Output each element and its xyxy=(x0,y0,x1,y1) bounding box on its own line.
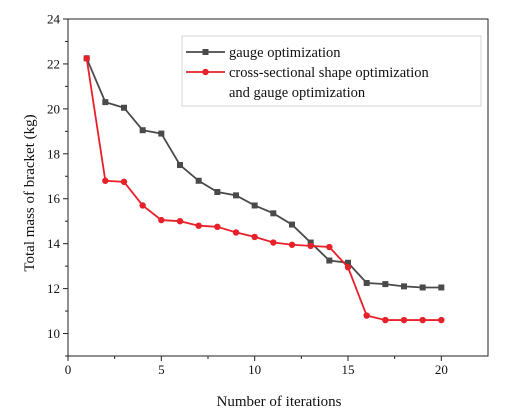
data-point xyxy=(121,104,127,111)
legend-box xyxy=(181,35,482,107)
data-point xyxy=(288,241,296,248)
data-point xyxy=(214,223,221,231)
data-point xyxy=(214,188,221,195)
data-point xyxy=(139,202,146,209)
series-2 xyxy=(83,55,445,324)
data-point xyxy=(382,316,389,324)
y-tick-label: 14 xyxy=(47,236,61,251)
data-point xyxy=(419,316,426,324)
x-axis-label: Number of iterations xyxy=(217,394,342,410)
data-point xyxy=(326,243,333,251)
plot-frame xyxy=(67,18,489,357)
x-tick-label: 0 xyxy=(65,362,72,377)
data-point xyxy=(438,284,445,291)
data-point xyxy=(195,177,202,184)
data-point xyxy=(120,178,128,186)
x-tick-label: 10 xyxy=(248,362,261,377)
data-point xyxy=(102,177,109,184)
data-point xyxy=(195,222,202,229)
data-point xyxy=(251,202,258,209)
data-point xyxy=(307,239,314,246)
legend-label: gauge optimization xyxy=(229,45,341,61)
y-tick-label: 24 xyxy=(47,12,61,27)
data-point xyxy=(307,242,314,250)
y-axis-label: Total mass of bracket (kg) xyxy=(22,114,38,271)
data-point xyxy=(326,257,333,264)
legend-item-2: cross-sectional shape optimization and ga… xyxy=(186,65,429,101)
x-tick-label: 5 xyxy=(158,362,165,377)
y-tick-label: 22 xyxy=(47,56,60,71)
data-point xyxy=(102,99,109,106)
data-point xyxy=(270,239,277,246)
legend-item-1: gauge optimization xyxy=(186,45,341,61)
data-point xyxy=(251,233,258,241)
data-point xyxy=(158,130,165,137)
legend-marker xyxy=(202,68,209,76)
data-point xyxy=(177,162,183,169)
data-point xyxy=(176,218,184,225)
data-point xyxy=(401,283,407,290)
ticks: 0 5 10 15 20 10 12 14 16 18 20 22 24 xyxy=(47,12,448,378)
data-point xyxy=(158,216,165,224)
series-line xyxy=(85,57,442,289)
data-point xyxy=(139,127,146,134)
legend-label: cross-sectional shape optimization xyxy=(229,65,429,81)
x-tick-label: 20 xyxy=(435,362,448,377)
data-point xyxy=(344,264,352,271)
y-tick-label: 16 xyxy=(47,191,61,206)
data-point xyxy=(83,55,90,62)
legend-label: and gauge optimization xyxy=(229,85,366,101)
data-point xyxy=(400,316,408,324)
axes xyxy=(67,18,489,357)
data-point xyxy=(232,229,240,236)
data-point xyxy=(363,279,370,286)
data-point xyxy=(233,192,239,199)
legend: gauge optimization cross-sectional shape … xyxy=(181,35,482,107)
data-point xyxy=(382,281,389,288)
y-tick-label: 10 xyxy=(47,326,60,341)
data-point xyxy=(289,221,295,228)
y-tick-label: 18 xyxy=(47,146,60,161)
y-tick-label: 12 xyxy=(47,281,60,296)
data-point xyxy=(438,316,445,324)
series-layer xyxy=(83,55,445,324)
legend-marker xyxy=(202,49,209,55)
data-point xyxy=(419,284,426,291)
x-tick-label: 15 xyxy=(342,362,355,377)
data-point xyxy=(270,210,277,217)
data-point xyxy=(363,312,370,319)
y-tick-label: 20 xyxy=(47,101,60,116)
data-point xyxy=(345,259,351,266)
